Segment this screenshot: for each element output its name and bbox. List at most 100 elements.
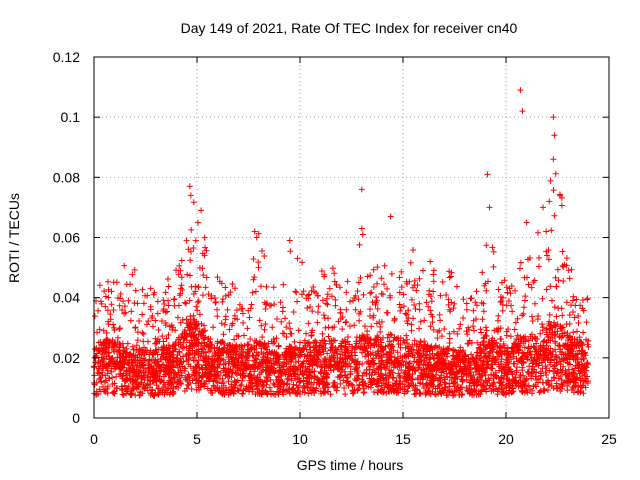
data-point [409,371,416,378]
data-point [437,365,444,372]
data-point [470,307,477,314]
data-point [532,348,539,355]
data-point [414,358,421,365]
data-point [359,360,366,367]
data-point [570,389,577,396]
data-point [496,367,503,374]
data-point [523,274,530,281]
data-point [575,319,582,326]
data-point [465,340,472,347]
data-point [192,283,199,290]
data-point [568,266,575,273]
x-tick-label: 5 [193,431,201,447]
data-point [162,309,169,316]
data-point [180,344,187,351]
data-point [529,318,536,324]
data-point [95,360,102,367]
data-point [109,374,116,381]
data-point [382,343,389,350]
data-point [397,307,404,314]
data-point [143,349,150,356]
data-point [362,323,369,330]
data-point [375,371,382,378]
data-point [486,355,493,362]
data-point [554,360,561,367]
data-point [520,372,527,379]
data-point [373,297,380,304]
data-point [124,388,131,395]
data-point [238,346,245,353]
data-point [554,266,561,273]
data-point [324,301,331,308]
data-point [425,303,432,310]
x-tick-label: 15 [395,431,411,447]
data-point [440,358,447,365]
data-point [566,320,573,327]
data-point [310,352,317,359]
data-point [464,387,471,394]
data-point [436,381,443,388]
data-point [228,354,235,361]
data-point [104,385,111,392]
data-point [506,382,513,389]
data-point [98,371,105,378]
data-point [96,370,103,377]
data-point [495,350,502,357]
data-point [344,347,351,354]
data-point [283,356,290,363]
data-point [432,342,439,349]
data-point [484,278,491,285]
data-point [119,364,126,371]
data-point [233,307,240,314]
data-point [454,382,461,389]
data-point [187,379,194,386]
data-point [109,337,116,344]
data-point [326,285,333,292]
data-point [497,293,504,300]
data-point [227,289,234,296]
data-point [191,332,198,339]
data-point [525,382,532,389]
data-point [573,296,580,303]
data-point [189,329,196,336]
data-point [382,370,389,377]
data-point [414,386,421,393]
data-point [256,363,263,370]
data-point [314,309,321,316]
data-point [110,360,117,367]
data-point [450,328,457,335]
data-point [155,361,162,368]
data-point [153,348,160,355]
data-point [276,355,283,362]
data-point [349,390,356,397]
data-point [479,316,486,323]
data-point [160,368,167,375]
data-point [218,320,225,327]
data-point [301,339,308,346]
data-point [162,289,169,296]
data-point [219,338,226,345]
data-point [494,391,501,398]
data-point [124,340,131,347]
data-point [174,378,181,385]
data-point [580,390,587,397]
data-point [377,323,384,330]
data-point [544,356,551,363]
data-point [506,358,513,365]
data-point [403,311,410,318]
data-point [377,343,384,350]
data-point [332,384,339,391]
data-point [483,388,490,395]
data-point [275,374,282,381]
data-point [520,310,527,317]
data-point [139,311,146,318]
y-tick-label: 0.06 [53,230,80,246]
data-point [288,377,295,384]
data-point [183,385,190,392]
data-point [528,375,535,382]
data-point [342,319,349,326]
data-point [574,359,581,366]
data-point [206,378,213,385]
data-point [225,378,232,385]
data-point [580,329,587,336]
